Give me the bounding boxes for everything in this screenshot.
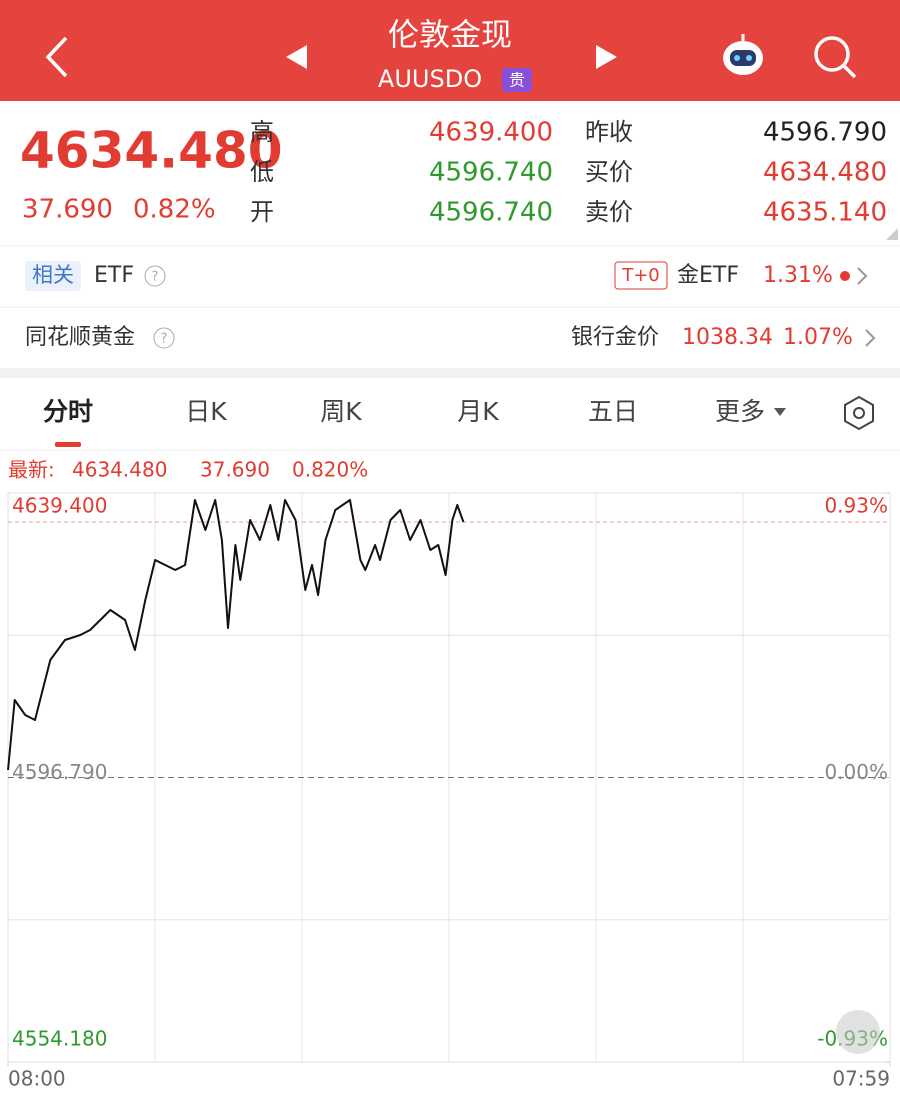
x-tick-label: 07:59	[832, 1067, 890, 1091]
robot-icon[interactable]	[723, 34, 763, 75]
change-pct: 0.82%	[133, 195, 216, 225]
gold-label: 同花顺黄金	[25, 325, 135, 350]
stat-label: 开	[250, 198, 274, 226]
stat-label: 低	[250, 158, 274, 186]
bank-price: 1038.34	[682, 325, 773, 350]
change: 37.690	[22, 195, 113, 225]
tag-bg	[25, 261, 81, 291]
bank-label: 银行金价	[571, 325, 659, 350]
chevron[interactable]	[857, 267, 868, 285]
chevron[interactable]	[865, 329, 876, 347]
title: 伦敦金现	[388, 18, 512, 54]
stat-value: 4596.790	[763, 118, 887, 148]
info-glyph: ?	[152, 270, 159, 285]
info-label: 最新:	[8, 458, 55, 482]
tab[interactable]: 日K	[185, 397, 227, 426]
related-label: ETF	[94, 263, 134, 288]
price-line	[7, 499, 465, 771]
bank-pct: 1.07%	[783, 325, 853, 350]
info-icon[interactable]	[153, 327, 175, 349]
search-icon[interactable]	[814, 36, 857, 79]
t0-badge: T+0	[621, 265, 660, 286]
tab[interactable]: 周K	[320, 397, 362, 426]
badge: 贵	[509, 71, 525, 90]
etf-name: 金ETF	[677, 263, 739, 288]
tab[interactable]: 分时	[43, 397, 93, 426]
settings-icon[interactable]	[844, 395, 874, 431]
stat-label: 高	[250, 118, 274, 146]
stat-value: 4639.400	[429, 118, 553, 148]
y-tick-label: 4554.180	[12, 1027, 107, 1051]
y-tick-label: 4596.790	[12, 760, 107, 784]
related-tag: 相关	[32, 263, 74, 287]
y2-tick-label: 0.00%	[824, 760, 888, 784]
corner-mark	[886, 228, 898, 240]
tab[interactable]: 五日	[588, 397, 638, 426]
next-button[interactable]	[596, 45, 617, 69]
tab-indicator	[55, 442, 81, 447]
badge-bg	[502, 68, 532, 92]
etf-pct: 1.31%	[763, 263, 833, 288]
badge-box	[614, 261, 668, 290]
float-button[interactable]	[836, 1010, 880, 1054]
stat-label: 买价	[585, 158, 633, 186]
y2-tick-label: 0.93%	[824, 494, 888, 518]
tab[interactable]: 更多	[715, 397, 765, 426]
info-icon[interactable]	[144, 265, 166, 287]
gap	[0, 368, 900, 378]
back-button[interactable]	[45, 36, 68, 78]
settings-dot	[853, 407, 865, 419]
code: AUUSDO	[378, 65, 482, 93]
more-caret	[774, 408, 786, 416]
prev-button[interactable]	[286, 45, 307, 69]
stat-value: 4634.480	[763, 158, 887, 188]
stat-value: 4596.740	[429, 198, 553, 228]
price: 4634.480	[20, 122, 283, 180]
x-tick-label: 08:00	[8, 1067, 66, 1091]
info-glyph: ?	[161, 332, 168, 347]
info-change: 37.690	[200, 458, 270, 482]
stat-label: 昨收	[585, 118, 633, 146]
y-tick-label: 4639.400	[12, 494, 107, 518]
tab[interactable]: 月K	[457, 397, 499, 426]
info-price: 4634.480	[72, 458, 167, 482]
stat-value: 4635.140	[763, 198, 887, 228]
stat-value: 4596.740	[429, 158, 553, 188]
stat-label: 卖价	[585, 198, 633, 226]
dot	[840, 271, 850, 281]
info-pct: 0.820%	[292, 458, 368, 482]
